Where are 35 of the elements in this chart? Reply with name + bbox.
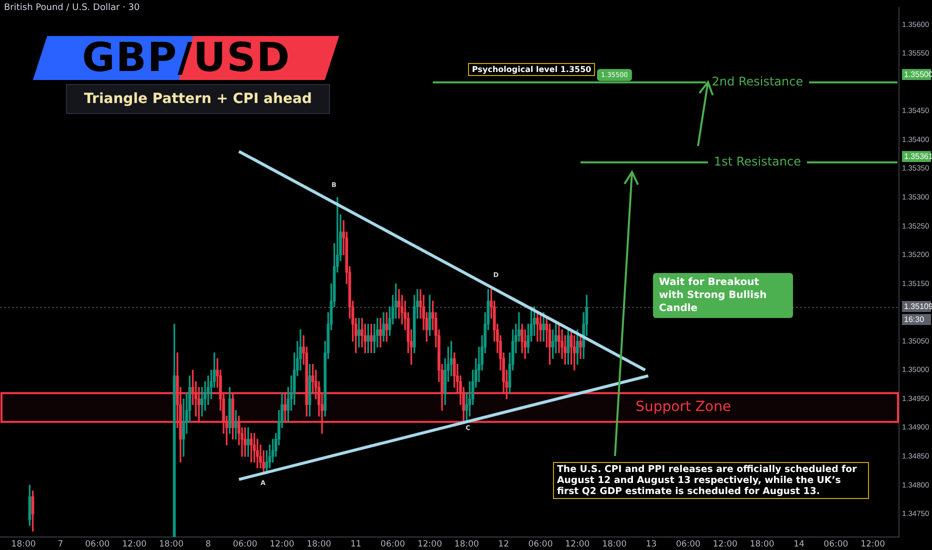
x-tick-label: 12 <box>498 539 509 550</box>
x-tick-label: 12:00 <box>417 539 442 550</box>
annotation: The U.S. CPI and PPI releases are officially scheduled for August 12 and August 13 respectively, while the UK’s first Q2 GDP estimate is scheduled for August 13. <box>553 462 869 499</box>
annotation: British Pound / U.S. Dollar · 30 <box>4 3 140 13</box>
x-tick-label: 8 <box>205 539 211 550</box>
x-tick-label: 14 <box>794 539 804 550</box>
band-label: Support Zone <box>636 399 732 416</box>
candlestick <box>358 318 360 348</box>
x-tick-label: 06:00 <box>232 539 258 550</box>
x-tick-label: 06:00 <box>85 539 110 550</box>
x-tick-label: 12:00 <box>565 539 590 550</box>
series-label: 1st Resistance <box>714 154 801 168</box>
x-tick-label: 13 <box>646 539 657 550</box>
text: Triangle Pattern + CPI ahead <box>66 84 330 114</box>
x-tick-label: 12:00 <box>712 539 738 550</box>
x-tick-label: 06:00 <box>824 539 848 550</box>
annotation: Psychological level 1.3550 <box>468 63 596 76</box>
x-tick-label: 18:00 <box>454 539 479 550</box>
text: 16:30 <box>902 314 931 325</box>
x-tick-label: 06:00 <box>528 539 553 550</box>
x-tick-label: 06:00 <box>380 539 406 550</box>
x-tick-label: 18:00 <box>306 539 332 550</box>
x-tick-label: 18:00 <box>750 539 774 550</box>
x-tick-label: 11 <box>350 539 362 550</box>
legend-label: 2nd Resistance <box>712 74 804 88</box>
candlestick <box>379 318 382 348</box>
x-tick-label: 18:00 <box>158 539 184 550</box>
x-tick-label: 7 <box>58 539 64 550</box>
x-tick-label: 12:00 <box>860 539 886 550</box>
x-tick-label: 18:00 <box>11 539 36 550</box>
x-tick-label: 12:00 <box>122 539 147 550</box>
x-tick-label: 18:00 <box>602 539 627 550</box>
x-tick-label: 12:00 <box>270 539 294 550</box>
x-tick-label: 06:00 <box>676 539 700 550</box>
callout-box: Wait for Breakout with Strong Bullish Candle <box>653 273 793 318</box>
